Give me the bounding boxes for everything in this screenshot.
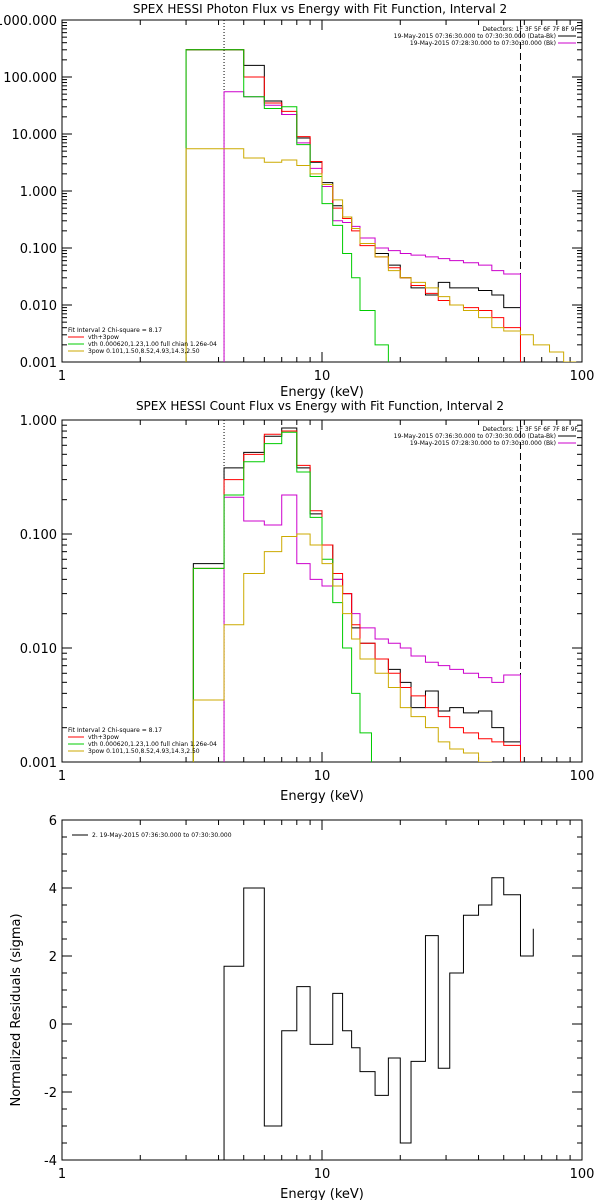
series-line-0 bbox=[223, 877, 534, 1160]
series-line-3 bbox=[192, 431, 372, 762]
y-tick-label: -2 bbox=[44, 1086, 57, 1101]
series-line-4 bbox=[192, 533, 492, 762]
legend-header: Detectors: 1F 3F 5F 6F 7F 8F 9F bbox=[482, 426, 578, 433]
legend-entry: 19-May-2015 07:36:30.000 to 07:30:30.000… bbox=[394, 33, 556, 40]
x-tick-label: 10 bbox=[314, 769, 331, 784]
photon-flux-xlabel: Energy (keV) bbox=[280, 385, 364, 400]
series-line-0 bbox=[192, 427, 521, 762]
series-line-1 bbox=[223, 494, 521, 762]
legend-entry: 19-May-2015 07:36:30.000 to 07:30:30.000… bbox=[394, 433, 556, 440]
y-tick-label: 6 bbox=[49, 814, 57, 829]
legend-entry: 3pow 0.101,1.50,8.52,4.93,14.3,2.50 bbox=[88, 748, 200, 755]
y-tick-label: 0 bbox=[49, 1018, 57, 1033]
x-tick-label: 100 bbox=[570, 769, 595, 784]
legend-entry: 3pow 0.101,1.50,8.52,4.93,14.3,2.50 bbox=[88, 348, 200, 355]
y-tick-label: 0.100 bbox=[20, 528, 57, 543]
x-tick-label: 10 bbox=[314, 369, 331, 384]
y-tick-label: 2 bbox=[49, 950, 57, 965]
x-tick-label: 100 bbox=[570, 369, 595, 384]
legend-entry: 2. 19-May-2015 07:36:30.000 to 07:30:30.… bbox=[92, 832, 232, 839]
y-tick-label: 100.000 bbox=[3, 71, 57, 86]
y-tick-label: 10.000 bbox=[12, 128, 58, 143]
y-tick-label: 0.001 bbox=[20, 356, 57, 371]
y-tick-label: 1.000 bbox=[20, 414, 57, 429]
series-line-2 bbox=[185, 49, 521, 362]
residuals-panel: Energy (keV) Normalized Residuals (sigma… bbox=[9, 814, 594, 1200]
legend-entry: 19-May-2015 07:28:30.000 to 07:30:30.000… bbox=[410, 440, 556, 447]
y-tick-label: 0.010 bbox=[20, 642, 57, 657]
series-line-4 bbox=[185, 148, 577, 362]
y-tick-label: 4 bbox=[49, 882, 57, 897]
y-tick-label: 1.000 bbox=[20, 185, 57, 200]
legend-header: Fit Interval 2 Chi-square = 8.17 bbox=[68, 727, 162, 734]
series-line-2 bbox=[192, 430, 521, 762]
legend-entry: vth 0.000620,1.23,1.00 full chian 1.26e-… bbox=[88, 341, 217, 348]
legend-entry: vth+3pow bbox=[88, 734, 119, 741]
y-tick-label: 0.001 bbox=[20, 756, 57, 771]
count-flux-title: SPEX HESSI Count Flux vs Energy with Fit… bbox=[136, 399, 504, 413]
series-line-0 bbox=[185, 49, 521, 362]
legend-entry: vth+3pow bbox=[88, 334, 119, 341]
legend-entry: vth 0.000620,1.23,1.00 full chian 1.26e-… bbox=[88, 741, 217, 748]
legend-entry: 19-May-2015 07:28:30.000 to 07:30:30.000… bbox=[410, 40, 556, 47]
residuals-ylabel: Normalized Residuals (sigma) bbox=[9, 913, 24, 1106]
series-line-3 bbox=[185, 49, 389, 362]
y-tick-label: -4 bbox=[44, 1154, 57, 1169]
x-tick-label: 1 bbox=[58, 769, 66, 784]
x-tick-label: 100 bbox=[570, 1167, 595, 1182]
x-tick-label: 1 bbox=[58, 1167, 66, 1182]
count-flux-panel: SPEX HESSI Count Flux vs Energy with Fit… bbox=[20, 399, 595, 804]
photon-flux-panel: SPEX HESSI Photon Flux vs Energy with Fi… bbox=[0, 2, 594, 400]
count-flux-xlabel: Energy (keV) bbox=[280, 789, 364, 804]
residuals-xlabel: Energy (keV) bbox=[280, 1187, 364, 1200]
series-line-1 bbox=[223, 91, 521, 362]
photon-flux-title: SPEX HESSI Photon Flux vs Energy with Fi… bbox=[133, 2, 507, 16]
x-tick-label: 1 bbox=[58, 369, 66, 384]
y-tick-label: 0.010 bbox=[20, 299, 57, 314]
legend-header: Fit Interval 2 Chi-square = 8.17 bbox=[68, 327, 162, 334]
x-tick-label: 10 bbox=[314, 1167, 331, 1182]
legend-header: Detectors: 1F 3F 5F 6F 7F 8F 9F bbox=[482, 26, 578, 33]
plot-frame bbox=[61, 419, 583, 763]
y-tick-label: 1000.000 bbox=[0, 14, 57, 29]
plot-frame bbox=[61, 819, 583, 1161]
y-tick-label: 0.100 bbox=[20, 242, 57, 257]
